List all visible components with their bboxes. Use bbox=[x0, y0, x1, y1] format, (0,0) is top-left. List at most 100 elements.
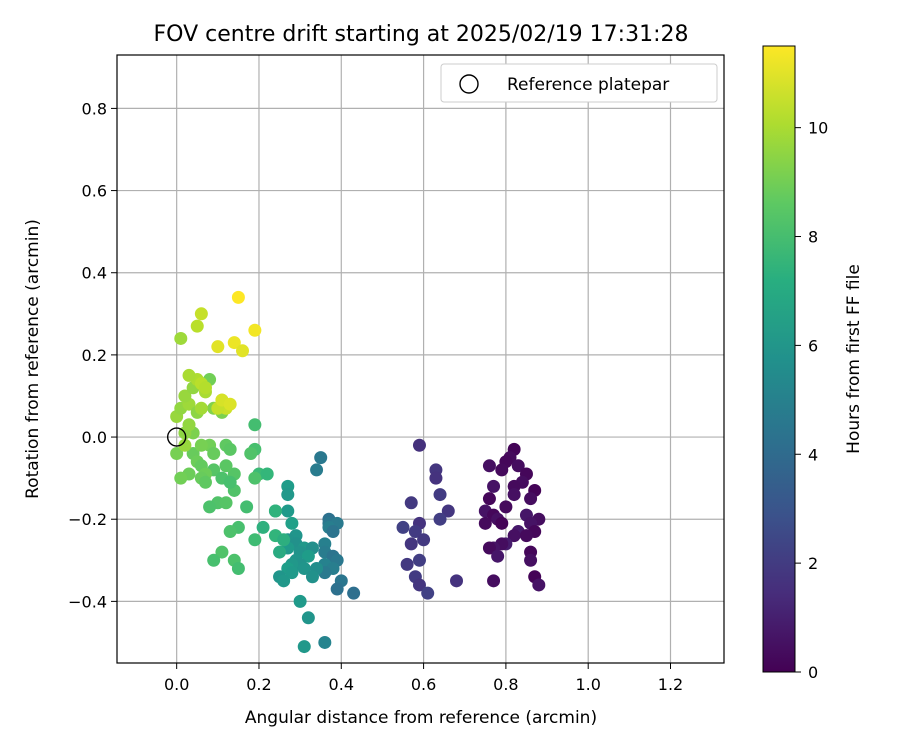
data-point bbox=[244, 446, 258, 460]
data-point bbox=[433, 488, 447, 502]
data-point bbox=[227, 336, 241, 350]
data-point bbox=[198, 475, 212, 489]
data-point bbox=[421, 586, 435, 600]
data-point bbox=[219, 496, 233, 510]
data-point bbox=[507, 529, 521, 543]
data-point bbox=[223, 442, 237, 456]
y-tick-label: 0.4 bbox=[82, 264, 107, 283]
data-point bbox=[240, 500, 254, 514]
data-point bbox=[305, 570, 319, 584]
data-point bbox=[207, 553, 221, 567]
data-point bbox=[248, 323, 262, 337]
data-point bbox=[478, 516, 492, 530]
colorbar-ticks: 0 2 4 6 8 10 bbox=[795, 119, 828, 682]
data-point bbox=[400, 557, 414, 571]
y-tick-label: 0.0 bbox=[82, 428, 107, 447]
data-point bbox=[223, 525, 237, 539]
x-axis-ticks: 0.0 0.2 0.4 0.6 0.8 1.0 1.2 bbox=[164, 663, 683, 694]
data-point bbox=[231, 562, 245, 576]
data-point bbox=[260, 467, 274, 481]
colorbar-tick-label: 0 bbox=[808, 663, 818, 682]
data-point bbox=[248, 533, 262, 547]
legend-box bbox=[440, 63, 718, 103]
data-point bbox=[285, 516, 299, 530]
data-point bbox=[408, 525, 422, 539]
data-point bbox=[491, 549, 505, 563]
x-axis-label: Angular distance from reference (arcmin) bbox=[245, 708, 597, 728]
data-point bbox=[231, 290, 245, 304]
data-point bbox=[487, 479, 501, 493]
colorbar-tick-label: 10 bbox=[808, 119, 828, 138]
data-point bbox=[223, 475, 237, 489]
data-point bbox=[524, 492, 538, 506]
data-point bbox=[482, 492, 496, 506]
x-tick-label: 0.2 bbox=[246, 675, 271, 694]
data-point bbox=[347, 586, 361, 600]
data-point bbox=[511, 459, 525, 473]
data-point bbox=[297, 640, 311, 654]
y-tick-label: 0.8 bbox=[82, 99, 107, 118]
data-point bbox=[194, 307, 208, 321]
x-tick-label: 1.0 bbox=[575, 675, 600, 694]
x-tick-label: 0.4 bbox=[329, 675, 354, 694]
y-tick-label: 0.2 bbox=[82, 346, 107, 365]
data-point bbox=[482, 459, 496, 473]
data-point bbox=[495, 516, 509, 530]
plot-area-frame bbox=[116, 54, 725, 664]
data-point bbox=[198, 381, 212, 395]
data-point bbox=[219, 459, 233, 473]
data-point bbox=[417, 533, 431, 547]
y-axis-label: Rotation from reference (arcmin) bbox=[23, 219, 43, 499]
data-point bbox=[326, 525, 340, 539]
legend-reference-marker bbox=[459, 74, 479, 94]
data-point bbox=[273, 545, 287, 559]
data-point bbox=[194, 438, 208, 452]
y-tick-label: −0.4 bbox=[68, 592, 107, 611]
data-point bbox=[223, 397, 237, 411]
y-tick-label: −0.2 bbox=[68, 510, 107, 529]
data-point bbox=[301, 611, 315, 625]
x-tick-label: 0.0 bbox=[164, 675, 189, 694]
data-point bbox=[396, 520, 410, 534]
colorbar-label: Hours from first FF file bbox=[844, 264, 864, 454]
grid bbox=[117, 55, 724, 663]
data-point bbox=[433, 512, 447, 526]
data-point bbox=[182, 418, 196, 432]
data-point bbox=[487, 574, 501, 588]
data-point bbox=[248, 418, 262, 432]
data-point bbox=[412, 553, 426, 567]
data-point bbox=[277, 574, 291, 588]
colorbar-tick-label: 8 bbox=[808, 228, 818, 247]
data-point bbox=[310, 463, 324, 477]
data-point bbox=[404, 496, 418, 510]
data-point bbox=[482, 541, 496, 555]
data-point bbox=[412, 578, 426, 592]
data-point bbox=[495, 463, 509, 477]
legend: Reference platepar bbox=[440, 63, 718, 103]
data-point bbox=[450, 574, 464, 588]
data-point bbox=[519, 529, 533, 543]
data-point bbox=[412, 438, 426, 452]
x-tick-label: 0.6 bbox=[411, 675, 436, 694]
data-point bbox=[182, 368, 196, 382]
data-point bbox=[256, 520, 270, 534]
x-tick-label: 1.2 bbox=[658, 675, 683, 694]
colorbar: 0 2 4 6 8 10 Hours from first FF file bbox=[762, 45, 864, 682]
colorbar-tick-label: 2 bbox=[808, 554, 818, 573]
data-point bbox=[330, 582, 344, 596]
data-point bbox=[404, 537, 418, 551]
data-point bbox=[178, 438, 192, 452]
data-point bbox=[297, 562, 311, 576]
colorbar-tick-label: 6 bbox=[808, 336, 818, 355]
x-tick-label: 0.8 bbox=[493, 675, 518, 694]
data-point bbox=[211, 340, 225, 354]
data-point bbox=[215, 545, 229, 559]
data-point bbox=[524, 553, 538, 567]
data-point bbox=[190, 319, 204, 333]
data-point bbox=[203, 500, 217, 514]
data-point bbox=[248, 471, 262, 485]
chart-title: FOV centre drift starting at 2025/02/19 … bbox=[154, 22, 689, 47]
legend-label: Reference platepar bbox=[507, 75, 669, 95]
data-point bbox=[281, 488, 295, 502]
